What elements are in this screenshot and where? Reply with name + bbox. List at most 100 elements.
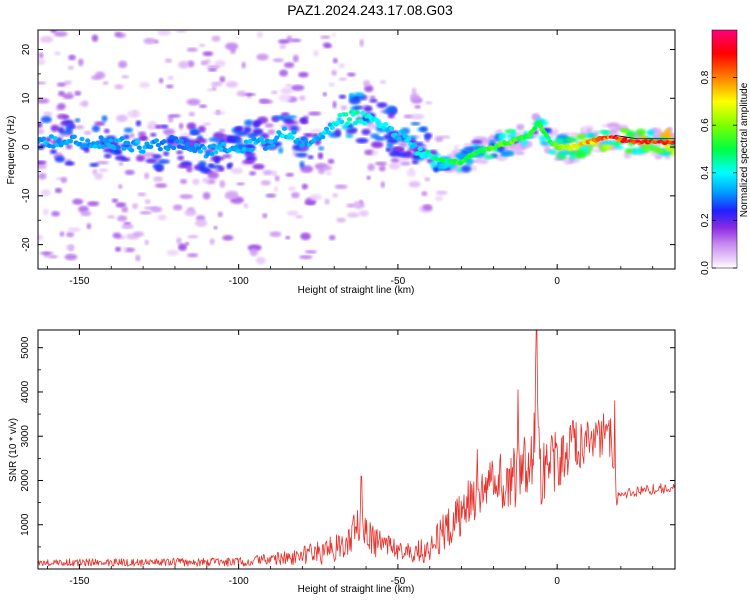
- spectrogram-y-label: Frequency (Hz): [6, 116, 17, 185]
- colorbar-tick-label: 0.2: [700, 213, 711, 227]
- spectrogram-speckle: [39, 35, 54, 43]
- spectrogram-ridge-cell: [251, 136, 257, 142]
- x-tick-label: -50: [391, 276, 406, 287]
- spectrogram-speckle: [40, 189, 51, 197]
- spectrogram-cell: [198, 138, 207, 144]
- spectrogram-cell: [369, 98, 378, 103]
- spectrogram-speckle: [38, 128, 45, 135]
- spectrogram-speckle: [121, 206, 129, 213]
- y-tick-label: 10: [21, 92, 32, 104]
- spectrogram-cell: [123, 127, 134, 133]
- spectrogram-speckle: [51, 211, 61, 217]
- spectrogram-speckle: [164, 58, 173, 63]
- spectrogram-speckle: [332, 100, 337, 109]
- spectrogram-speckle: [408, 181, 421, 188]
- spectrogram-speckle: [322, 92, 327, 97]
- spectrogram-speckle: [300, 232, 311, 241]
- spectrogram-speckle: [64, 253, 78, 261]
- spectrogram-cell: [564, 136, 577, 143]
- spectrogram-cell: [405, 150, 413, 158]
- spectrogram-ridge-cell: [41, 136, 47, 141]
- spectrogram-speckle: [66, 91, 73, 95]
- spectrogram-ridge-cell: [375, 120, 381, 126]
- spectrogram-speckle: [367, 163, 375, 171]
- spectrogram-cell: [94, 121, 106, 126]
- spectrogram-ridge-cell: [167, 144, 173, 149]
- spectrogram-speckle: [398, 141, 408, 148]
- spectrogram-cell: [587, 145, 593, 151]
- spectrogram-cell: [370, 141, 384, 149]
- spectrogram-cell: [290, 125, 298, 132]
- spectrogram-cell: [419, 126, 428, 133]
- spectrogram-ridge-cell: [102, 138, 108, 143]
- spectrogram-cell: [410, 121, 421, 126]
- spectrogram-speckle: [285, 172, 295, 177]
- spectrogram-ridge-cell: [115, 145, 121, 150]
- spectrogram-ridge-cell: [406, 136, 412, 142]
- spectrogram-speckle: [67, 65, 74, 70]
- spectrogram-ridge-cell: [197, 149, 204, 154]
- spectrogram-cell: [385, 147, 392, 152]
- spectrogram-ridge-cell: [320, 134, 326, 140]
- spectrogram-cell: [345, 129, 357, 135]
- spectrogram-speckle: [139, 211, 152, 215]
- spectrogram-speckle: [176, 237, 182, 245]
- spectrogram-cell: [150, 132, 157, 137]
- spectrogram-speckle: [118, 184, 123, 189]
- spectrogram-speckle: [214, 60, 226, 67]
- spectrogram-ridge-cell: [270, 143, 276, 148]
- spectrogram-speckle: [80, 210, 92, 217]
- spectrogram-speckle: [39, 52, 44, 59]
- spectrogram-speckle: [210, 81, 223, 87]
- spectrogram-cell: [64, 161, 75, 166]
- colorbar-scale: [711, 29, 738, 269]
- spectrogram-speckle: [366, 175, 371, 180]
- colorbar-label: Normalized spectral amplitude: [739, 82, 750, 217]
- spectrogram-speckle: [38, 234, 44, 241]
- spectrogram-speckle: [425, 101, 433, 105]
- spectrogram-cell: [461, 165, 472, 173]
- spectrogram-cell: [388, 151, 401, 157]
- spectrogram-cell: [252, 128, 264, 136]
- spectrogram-ridge-cell: [194, 142, 200, 148]
- x-tick-label: -50: [391, 576, 406, 587]
- spectrogram-speckle: [135, 254, 141, 262]
- spectrogram-speckle: [298, 71, 309, 78]
- spectrogram-cell: [387, 111, 395, 119]
- spectrogram-speckle: [118, 161, 124, 166]
- spectrogram-ridge-cell: [325, 130, 332, 135]
- spectrogram-cell: [411, 159, 419, 165]
- spectrogram-ridge-cell: [354, 110, 360, 115]
- spectrogram-speckle: [255, 256, 266, 265]
- snr-series: [38, 330, 675, 567]
- figure-title: PAZ1.2024.243.17.08.G03: [287, 2, 453, 18]
- spectrogram-cell: [219, 138, 226, 144]
- spectrogram-speckle: [202, 51, 214, 57]
- spectrogram-ridge-cell: [85, 138, 91, 143]
- spectrogram-speckle: [122, 246, 127, 253]
- spectrogram-ridge-cell: [402, 133, 408, 139]
- spectrogram-cell: [152, 162, 164, 170]
- spectrogram-ridge-cell: [241, 146, 247, 152]
- spectrogram-speckle: [53, 31, 68, 37]
- spectrogram-speckle: [217, 211, 223, 218]
- spectrogram-ridge-cell: [289, 135, 295, 140]
- spectrogram-speckle: [68, 54, 76, 61]
- spectrogram-speckle: [86, 223, 92, 230]
- spectrogram-speckle: [366, 123, 378, 129]
- spectrogram-speckle: [380, 181, 385, 189]
- spectrogram-speckle: [286, 210, 299, 216]
- spectrogram-speckle: [312, 49, 320, 57]
- spectrogram-speckle: [304, 250, 318, 254]
- spectrogram-speckle: [374, 161, 388, 166]
- spectrogram-speckle: [260, 180, 271, 186]
- spectrogram-speckle: [82, 100, 89, 107]
- spectrogram-cell: [101, 115, 108, 122]
- spectrogram-ridge-cell: [249, 147, 255, 153]
- spectrogram-speckle: [111, 198, 119, 203]
- spectrogram-ridge-cell: [400, 129, 406, 135]
- snr-panel: -150 -100 -50 0 1000 2000 3000 4000 5000 Height…: [8, 329, 676, 595]
- spectrogram-speckle: [107, 215, 116, 219]
- spectrogram-ridge-cell: [220, 142, 226, 147]
